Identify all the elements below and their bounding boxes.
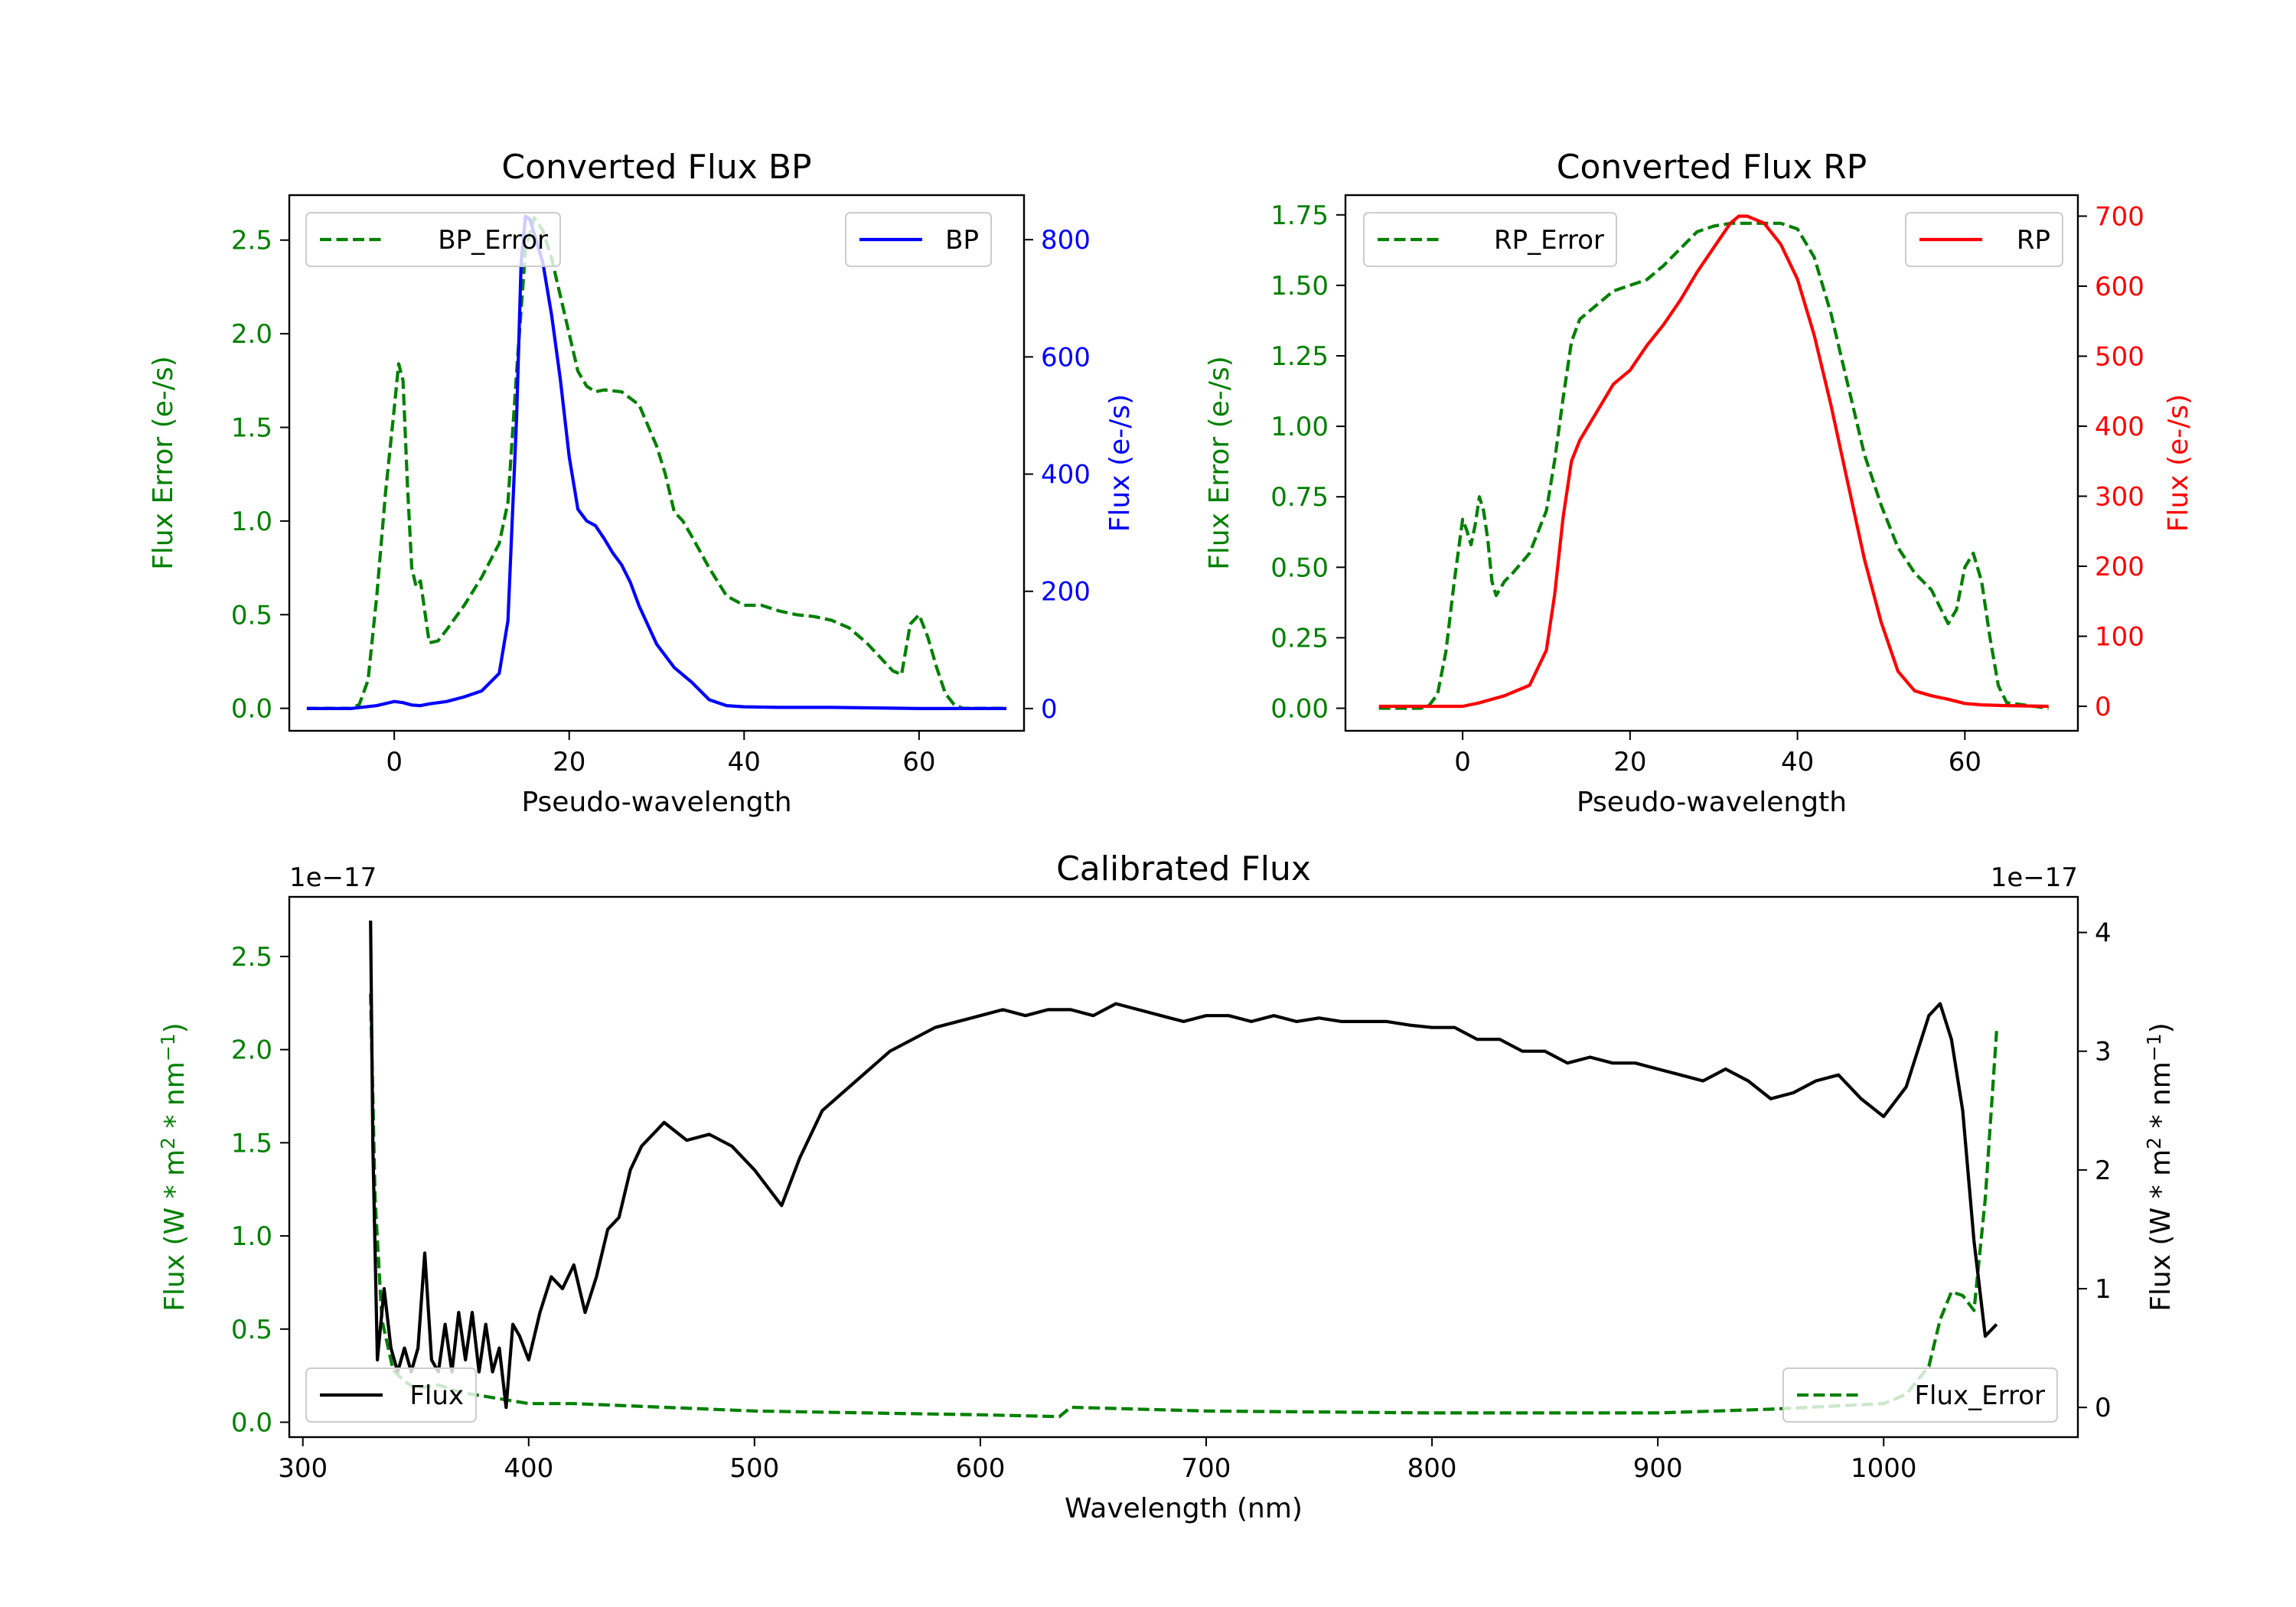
cal-legend-box	[305, 1367, 477, 1423]
cal-ytick-left-label: 2.0	[231, 1035, 272, 1066]
bp-ytick-right-label: 800	[1041, 225, 1091, 256]
rp-ytick-left-label: 0.75	[1270, 482, 1329, 513]
rp-legend-box	[1905, 212, 2063, 267]
cal-xtick-label: 400	[504, 1453, 553, 1484]
bp-series-bp-error	[306, 216, 1007, 710]
bp-ytick-left-label: 0.0	[231, 694, 272, 725]
bp-series-bp	[306, 214, 1007, 711]
rp-xtick-label: 40	[1781, 747, 1814, 777]
bp-title: Converted Flux BP	[501, 148, 811, 187]
rp-ytick-left-label: 0.25	[1270, 623, 1329, 654]
cal-xtick-label: 600	[955, 1453, 1005, 1484]
rp-legend-box	[1363, 212, 1617, 267]
bp-legend-label: BP_Error	[438, 225, 548, 256]
cal-ytick-right-label: 2	[2095, 1156, 2112, 1186]
rp-xtick-label: 0	[1454, 747, 1471, 777]
bp-ytick-right-label: 400	[1041, 460, 1091, 491]
cal-offset-right: 1e−17	[1991, 862, 2078, 893]
bp-ylabel-right: Flux (e-/s)	[1104, 394, 1136, 532]
cal-series-flux-error	[369, 993, 1998, 1419]
cal-ytick-left-label: 0.0	[231, 1408, 272, 1439]
cal-ylabel-right: Flux (W * m2 * nm−1)	[2143, 1022, 2177, 1311]
bp-ytick-left-label: 1.5	[231, 412, 272, 443]
cal-title: Calibrated Flux	[1056, 849, 1311, 888]
bp-ytick-left-label: 1.0	[231, 507, 272, 537]
bp-xtick-label: 40	[728, 747, 761, 777]
cal-ytick-right-label: 4	[2095, 918, 2112, 949]
bp-legend-box	[305, 212, 561, 267]
rp-ytick-right-label: 300	[2095, 481, 2144, 512]
cal-xlabel: Wavelength (nm)	[1065, 1493, 1303, 1524]
cal-xtick-label: 900	[1633, 1453, 1683, 1484]
rp-legend-label: RP	[2017, 225, 2050, 256]
rp-ytick-left-label: 0.00	[1270, 694, 1329, 725]
cal-ylabel-left: Flux (W * m2 * nm−1)	[157, 1022, 191, 1311]
rp-ytick-right-label: 700	[2095, 201, 2144, 232]
rp-xtick-label: 20	[1613, 747, 1646, 777]
rp-ytick-right-label: 0	[2095, 692, 2112, 722]
rp-ytick-right-label: 500	[2095, 341, 2144, 372]
rp-axes-frame	[1344, 194, 2079, 732]
bp-xtick-label: 60	[902, 747, 935, 777]
bp-ylabel-left: Flux Error (e-/s)	[148, 356, 179, 570]
bp-ytick-left-label: 2.0	[231, 319, 272, 350]
rp-ylabel-left: Flux Error (e-/s)	[1204, 356, 1235, 570]
rp-ytick-right-label: 100	[2095, 621, 2144, 652]
bp-ytick-left-label: 0.5	[231, 600, 272, 631]
bp-axes-frame	[288, 194, 1026, 732]
cal-legend-label: Flux_Error	[1914, 1380, 2045, 1411]
rp-ylabel-right: Flux (e-/s)	[2163, 394, 2194, 532]
rp-ytick-left-label: 1.00	[1270, 412, 1329, 442]
cal-legend-box	[1782, 1367, 2058, 1423]
bp-ytick-left-label: 2.5	[231, 226, 272, 256]
rp-xtick-label: 60	[1949, 747, 1981, 777]
cal-xtick-label: 500	[729, 1453, 779, 1484]
cal-xtick-label: 300	[278, 1453, 328, 1484]
rp-ytick-left-label: 1.75	[1270, 200, 1329, 231]
cal-ytick-left-label: 1.5	[231, 1128, 272, 1159]
rp-series-rp-error	[1378, 221, 2049, 710]
bp-xtick-label: 20	[553, 747, 585, 777]
bp-xtick-label: 0	[386, 747, 403, 777]
rp-title: Converted Flux RP	[1557, 148, 1867, 187]
cal-xtick-label: 700	[1182, 1453, 1231, 1484]
rp-ytick-left-label: 1.25	[1270, 341, 1329, 372]
cal-series-flux	[369, 920, 1998, 1410]
cal-ytick-left-label: 2.5	[231, 942, 272, 973]
cal-ytick-right-label: 3	[2095, 1037, 2112, 1068]
cal-ytick-right-label: 1	[2095, 1274, 2112, 1305]
rp-ytick-right-label: 400	[2095, 412, 2144, 442]
cal-ytick-left-label: 0.5	[231, 1315, 272, 1345]
rp-ytick-left-label: 1.50	[1270, 271, 1329, 302]
rp-ytick-right-label: 200	[2095, 552, 2144, 582]
rp-series-rp	[1378, 214, 2049, 709]
bp-ytick-right-label: 200	[1041, 577, 1091, 608]
cal-legend-label: Flux	[409, 1380, 464, 1411]
rp-ytick-right-label: 600	[2095, 272, 2144, 302]
rp-legend-label: RP_Error	[1494, 225, 1604, 256]
bp-xlabel: Pseudo-wavelength	[521, 787, 791, 818]
cal-xtick-label: 1000	[1851, 1453, 1917, 1484]
bp-ytick-right-label: 600	[1041, 342, 1091, 373]
bp-ytick-right-label: 0	[1041, 694, 1058, 725]
cal-xtick-label: 800	[1407, 1453, 1457, 1484]
bp-legend-label: BP	[945, 225, 979, 256]
cal-ytick-right-label: 0	[2095, 1393, 2112, 1423]
cal-ytick-left-label: 1.0	[231, 1221, 272, 1252]
rp-ytick-left-label: 0.50	[1270, 553, 1329, 583]
cal-axes-frame	[288, 895, 2079, 1439]
cal-offset-left: 1e−17	[289, 862, 377, 893]
rp-xlabel: Pseudo-wavelength	[1577, 787, 1847, 818]
